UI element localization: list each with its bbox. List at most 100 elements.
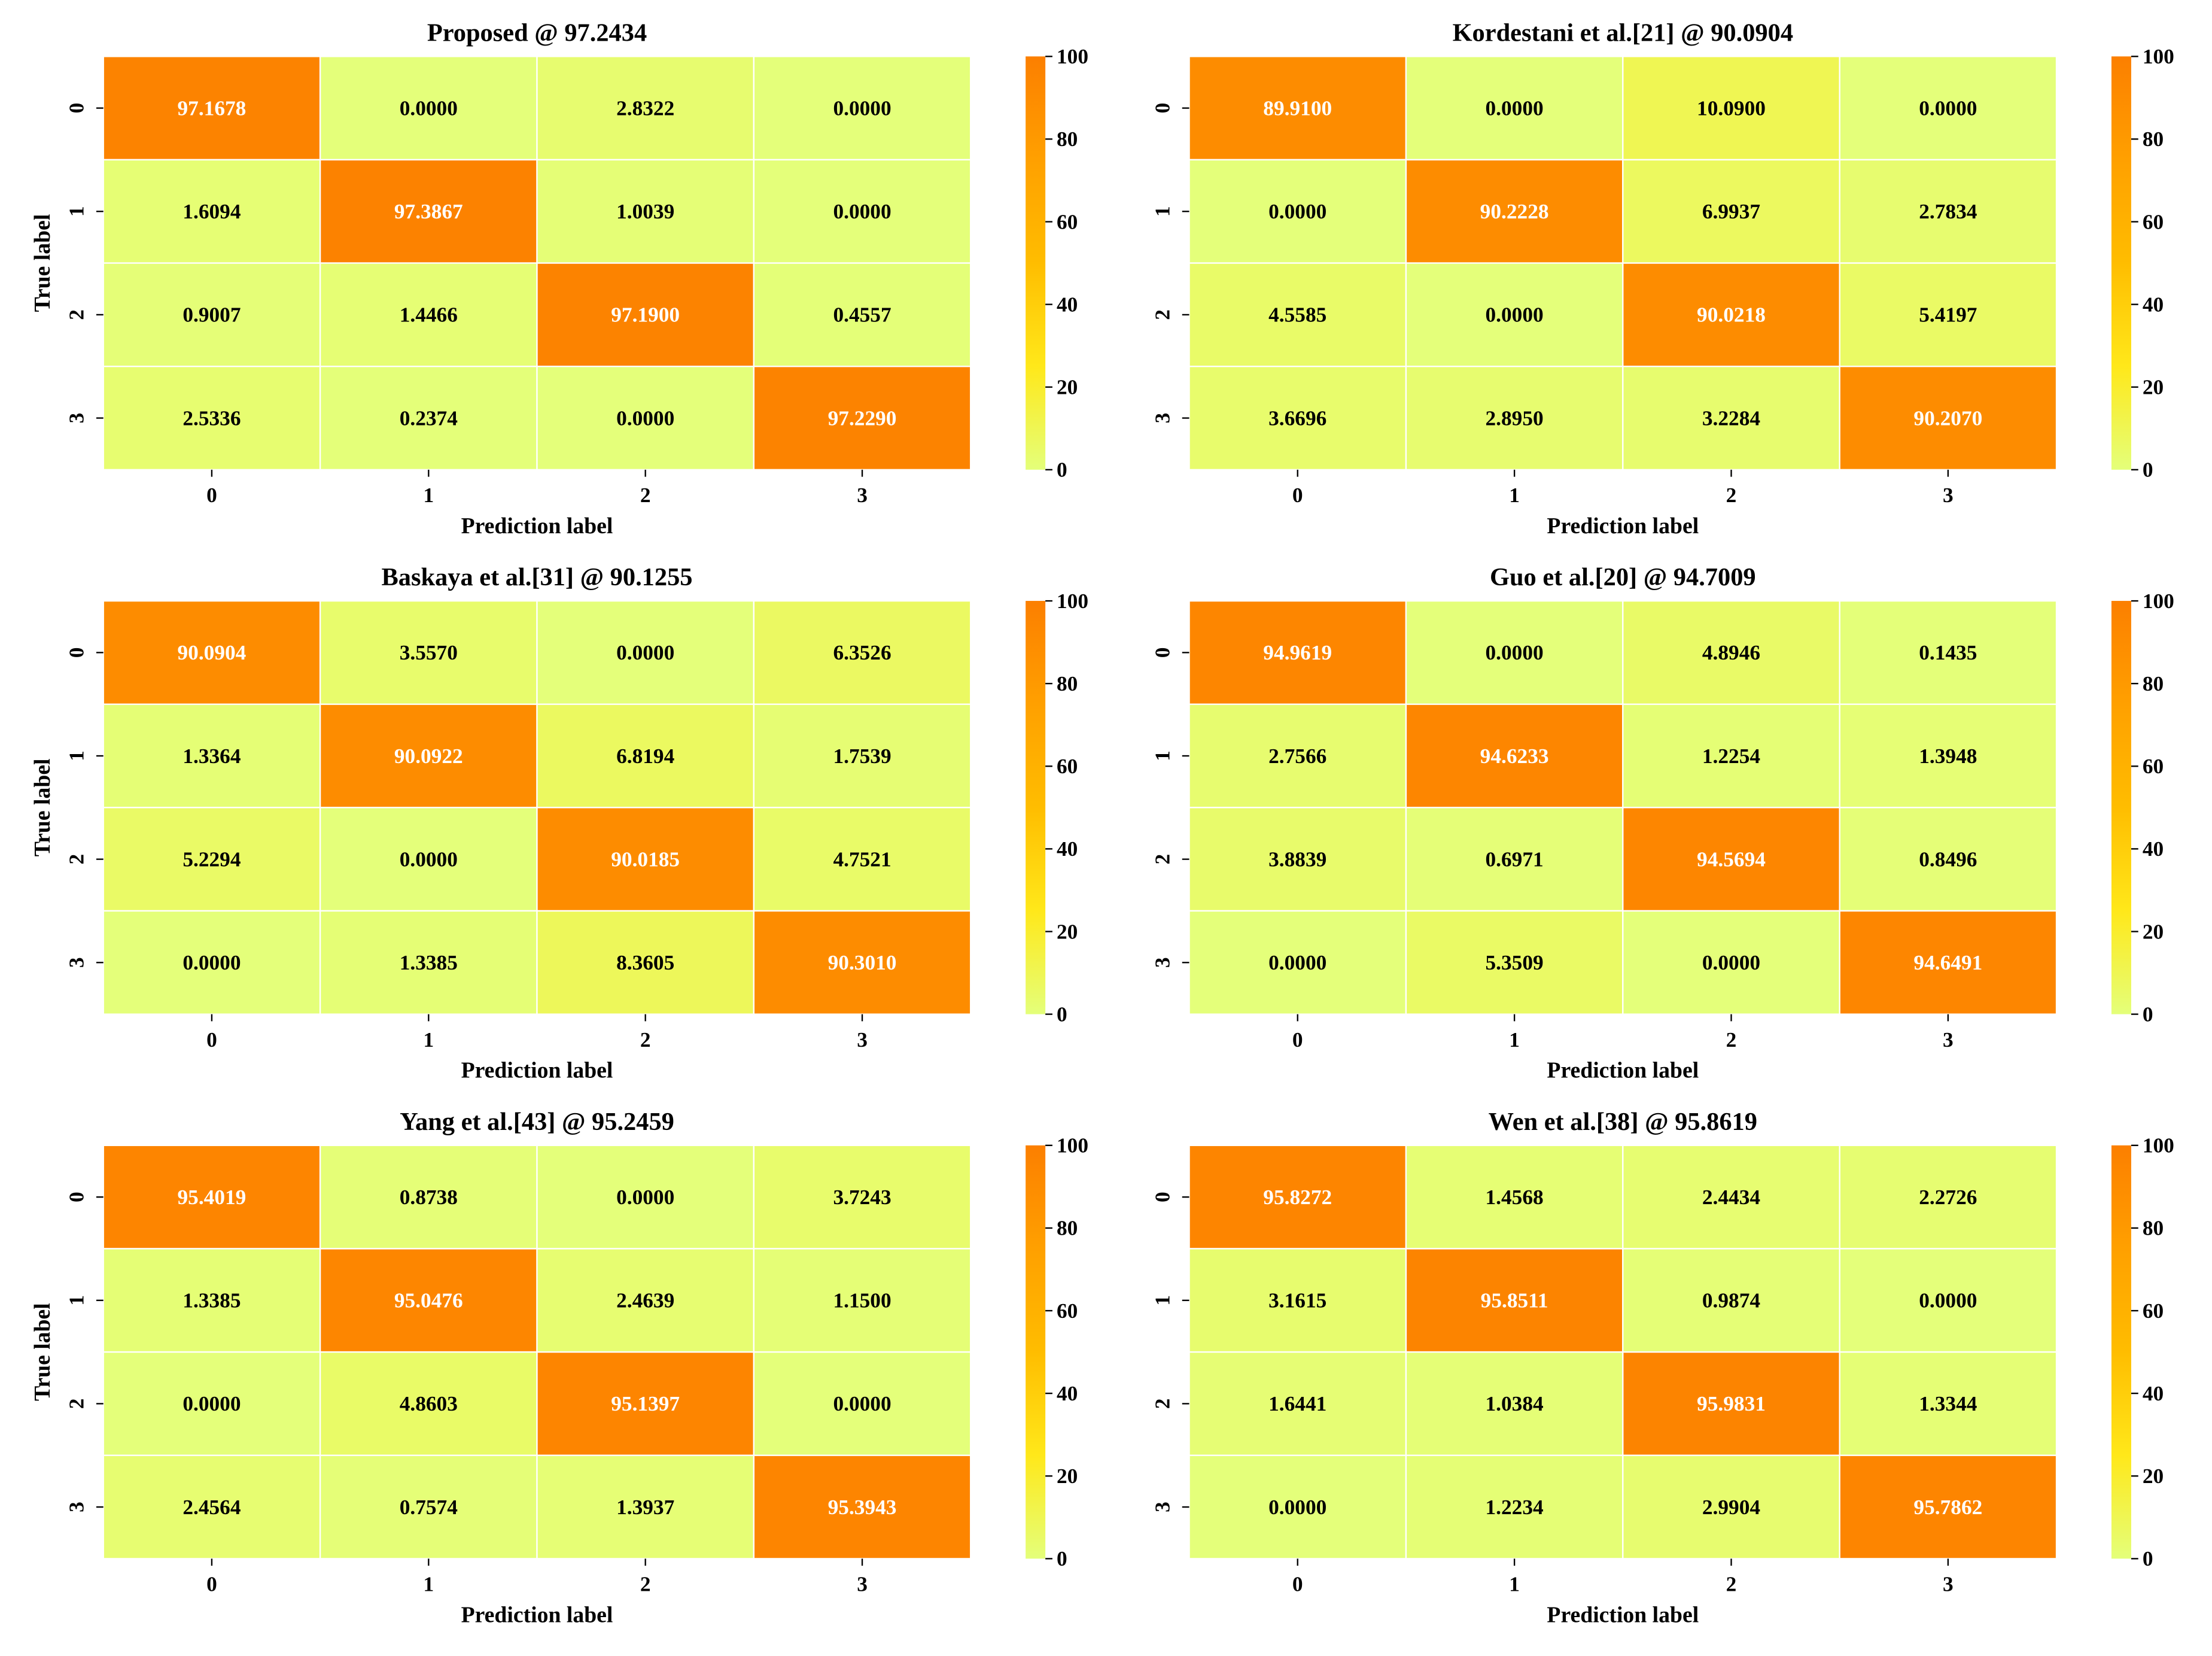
heatmap-cell: [319, 703, 538, 809]
cell-value-label: 0.0000: [833, 199, 891, 223]
heatmap-cell: [1839, 366, 2058, 471]
heatmap-cell: [1622, 262, 1840, 367]
cell-value-label: 95.4019: [177, 1185, 246, 1209]
y-tick-label: 1: [1151, 1295, 1175, 1306]
colorbar-tick-label: 100: [2143, 1134, 2174, 1157]
cell-value-label: 3.5570: [400, 640, 458, 664]
cell-value-label: 0.0000: [1268, 950, 1326, 974]
heatmap-cell: [1188, 703, 1407, 809]
cell-value-label: 2.4564: [182, 1495, 241, 1519]
heatmap-panel: Guo et al.[20] @ 94.7009 94.9619 0.0000 4.8…: [1151, 563, 2174, 1083]
heatmap-panel: Proposed @ 97.2434 97.1678 0.0000 2.8322 0.0…: [30, 19, 1088, 539]
heatmap-cell: [1188, 1144, 1407, 1250]
heatmap-cell: [1405, 703, 1624, 809]
y-tick-label: 0: [1151, 103, 1175, 114]
heatmap-cell: [1839, 1454, 2058, 1560]
cell-value-label: 1.4466: [400, 303, 458, 327]
x-tick-label: 1: [1509, 1028, 1520, 1052]
heatmap-cell: [1405, 1248, 1624, 1353]
colorbar-tick-label: 80: [2143, 1216, 2164, 1240]
heatmap-cell: [1839, 807, 2058, 912]
cell-value-label: 0.0000: [1486, 96, 1544, 120]
y-tick-label: 3: [65, 413, 89, 424]
y-tick-label: 1: [1151, 206, 1175, 217]
heatmap-panel: Baskaya et al.[31] @ 90.1255 90.0904 3.557…: [30, 563, 1088, 1083]
x-tick-label: 0: [206, 1572, 217, 1596]
heatmap-cell: [1839, 56, 2058, 161]
cell-value-label: 90.3010: [828, 950, 897, 974]
y-tick-label: 3: [1151, 413, 1175, 424]
colorbar-tick-label: 40: [1057, 292, 1078, 316]
heatmap-cell: [1405, 807, 1624, 912]
x-axis-label: Prediction label: [461, 513, 613, 539]
heatmap-cell: [1839, 1248, 2058, 1353]
cell-value-label: 4.5585: [1268, 303, 1326, 327]
cell-value-label: 1.6094: [182, 199, 241, 223]
cell-value-label: 5.4197: [1919, 303, 1977, 327]
cell-value-label: 2.2726: [1919, 1185, 1977, 1209]
cell-value-label: 95.9831: [1697, 1391, 1766, 1415]
colorbar-tick-label: 100: [2143, 44, 2174, 68]
heatmap-cell: [536, 1454, 755, 1560]
x-tick-label: 2: [640, 1028, 651, 1052]
heatmap-cell: [102, 1454, 321, 1560]
y-tick-label: 3: [65, 957, 89, 968]
heatmap-title: Guo et al.[20] @ 94.7009: [1490, 563, 1756, 591]
cell-value-label: 1.2234: [1486, 1495, 1544, 1519]
cell-value-label: 3.7243: [833, 1185, 891, 1209]
y-tick-label: 2: [65, 309, 89, 320]
heatmap-cell: [1188, 910, 1407, 1015]
colorbar-tick-label: 60: [2143, 754, 2164, 778]
cell-value-label: 0.0000: [616, 1185, 674, 1209]
x-axis-label: Prediction label: [1547, 513, 1699, 539]
x-tick-label: 2: [1726, 1028, 1737, 1052]
x-tick-label: 0: [1292, 1572, 1303, 1596]
cell-value-label: 0.0000: [1919, 96, 1977, 120]
cell-value-label: 0.9007: [182, 303, 241, 327]
heatmap-panel: Yang et al.[43] @ 95.2459 95.4019 0.8738 0.…: [30, 1108, 1088, 1628]
heatmap-cell: [753, 262, 972, 367]
heatmap-cell: [1622, 703, 1840, 809]
colorbar-tick-label: 20: [1057, 1464, 1078, 1488]
heatmap-cell: [319, 159, 538, 264]
heatmap-cell: [1405, 366, 1624, 471]
cell-value-label: 2.8950: [1486, 406, 1544, 430]
heatmap-cell: [536, 1248, 755, 1353]
colorbar-tick-label: 0: [1057, 1546, 1067, 1570]
cell-value-label: 0.0000: [182, 950, 241, 974]
colorbar: [1026, 601, 1046, 1014]
colorbar-tick-label: 0: [2143, 458, 2153, 482]
cell-value-label: 3.8839: [1268, 847, 1326, 871]
y-tick-label: 0: [1151, 1192, 1175, 1202]
cell-value-label: 6.9937: [1702, 199, 1760, 223]
cell-value-label: 0.1435: [1919, 640, 1977, 664]
cell-value-label: 90.0922: [394, 744, 463, 768]
heatmap-panel: Wen et al.[38] @ 95.8619 95.8272 1.4568 2.4…: [1151, 1108, 2174, 1628]
cell-value-label: 1.1500: [833, 1289, 891, 1312]
colorbar: [2111, 56, 2131, 470]
colorbar-tick-label: 60: [1057, 1299, 1078, 1323]
colorbar-tick-label: 40: [2143, 1381, 2164, 1405]
x-tick-label: 2: [1726, 1572, 1737, 1596]
heatmap-cell: [1622, 910, 1840, 1015]
colorbar: [2111, 1145, 2131, 1559]
cell-value-label: 89.9100: [1263, 96, 1332, 120]
cell-value-label: 4.8603: [400, 1391, 458, 1415]
cell-value-label: 0.0000: [1919, 1289, 1977, 1312]
x-axis-label: Prediction label: [461, 1602, 613, 1627]
heatmap-cell: [753, 1454, 972, 1560]
x-tick-label: 1: [1509, 483, 1520, 507]
x-tick-label: 3: [1943, 1028, 1954, 1052]
cell-value-label: 95.7862: [1913, 1495, 1982, 1519]
heatmap-cell: [536, 600, 755, 705]
heatmap-cell: [1405, 600, 1624, 705]
x-tick-label: 0: [1292, 483, 1303, 507]
x-tick-label: 1: [1509, 1572, 1520, 1596]
heatmap-panel: Kordestani et al.[21] @ 90.0904 89.9100 0.…: [1151, 19, 2174, 539]
colorbar-tick-label: 20: [2143, 375, 2164, 399]
cell-value-label: 3.2284: [1702, 406, 1761, 430]
x-tick-label: 3: [1943, 483, 1954, 507]
cell-value-label: 94.9619: [1263, 640, 1332, 664]
heatmap-cell: [1188, 1351, 1407, 1456]
